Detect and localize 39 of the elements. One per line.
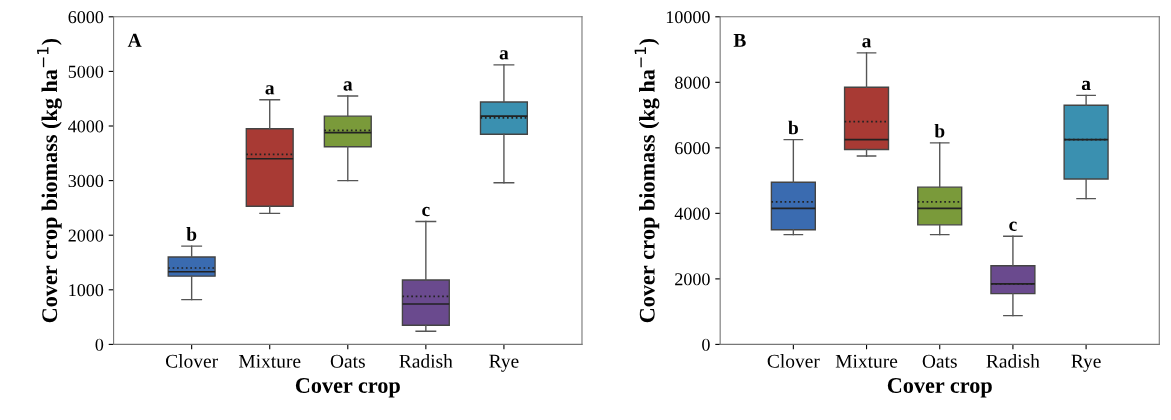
x-tick-label: Oats <box>922 354 957 368</box>
y-tick-label: 2000 <box>675 273 710 286</box>
y-tick-label: 0 <box>95 338 104 351</box>
x-tick-label: Radish <box>399 354 453 368</box>
y-tick-label: 6000 <box>675 142 710 155</box>
x-tick-label: Oats <box>330 354 365 368</box>
x-axis-title: Cover crop <box>887 378 992 398</box>
annotation: a <box>1081 80 1091 91</box>
y-tick-label: 2000 <box>68 229 104 242</box>
x-tick-label: Mixture <box>238 354 301 368</box>
y-tick-label: 6000 <box>68 11 104 24</box>
annotation: a <box>499 50 509 60</box>
y-axis-title: Cover crop biomass (kg ha$^{−1}$) <box>634 38 660 323</box>
annotation: b <box>934 123 945 138</box>
y-axis-title: Cover crop biomass (kg ha$^{−1}$) <box>37 38 62 323</box>
y-tick-label: 0 <box>702 338 710 351</box>
y-tick-label: 8000 <box>675 76 710 89</box>
x-tick-label: Mixture <box>835 354 898 368</box>
x-tick-label: Rye <box>1071 354 1101 372</box>
annotation: a <box>862 38 872 48</box>
y-tick-label: 4000 <box>68 120 104 133</box>
annotation: a <box>265 85 275 95</box>
y-tick-label: 10000 <box>666 11 710 24</box>
annotation: c <box>1009 221 1017 231</box>
x-tick-label: Clover <box>767 354 820 368</box>
y-tick-label: 4000 <box>674 207 710 220</box>
x-axis-title: Cover crop <box>295 378 400 398</box>
y-tick-label: 5000 <box>68 65 104 78</box>
annotation: b <box>186 227 197 241</box>
x-tick-label: Rye <box>489 354 519 372</box>
annotation: a <box>343 81 353 91</box>
annotation: b <box>788 120 798 135</box>
annotation: B <box>733 33 746 47</box>
annotation: c <box>422 206 430 217</box>
y-tick-label: 3000 <box>68 174 104 188</box>
annotation: A <box>127 33 142 47</box>
x-tick-label: Radish <box>986 354 1040 368</box>
y-tick-label: 1000 <box>69 284 104 297</box>
x-tick-label: Clover <box>165 354 218 368</box>
